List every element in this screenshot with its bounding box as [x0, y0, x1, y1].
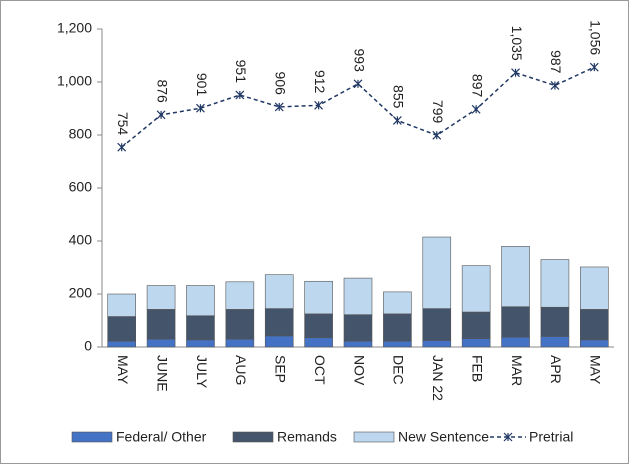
bar-segment — [186, 339, 215, 348]
x-tick-label: MAR — [509, 355, 525, 386]
data-label: 897 — [469, 74, 485, 98]
x-tick-label: JAN 22 — [430, 355, 446, 401]
bar-segment — [383, 291, 412, 315]
bar-segment — [383, 313, 412, 342]
bar-segment — [422, 340, 452, 348]
data-label: 1,056 — [588, 20, 604, 55]
y-tick-label: 400 — [69, 232, 93, 248]
bar-segment — [304, 313, 333, 339]
bar-segment — [146, 338, 176, 348]
bar-segment — [107, 293, 136, 317]
line-marker — [392, 116, 402, 125]
data-label: 951 — [233, 60, 249, 84]
y-tick-label: 1,000 — [57, 73, 92, 89]
bar-segment — [304, 337, 333, 348]
bar-segment — [186, 315, 215, 341]
y-tick-label: 800 — [69, 126, 93, 142]
data-label: 754 — [115, 112, 131, 136]
data-label: 987 — [548, 50, 564, 74]
bar-segment — [107, 340, 136, 348]
bar-segment — [304, 280, 333, 315]
bar-segment — [501, 336, 530, 348]
bar-segment — [501, 246, 530, 308]
legend-label: New Sentence — [398, 429, 489, 445]
legend-swatch — [232, 431, 274, 443]
legend-label: Pretrial — [529, 429, 573, 445]
bar-segment — [540, 306, 570, 337]
x-tick-label: DEC — [391, 355, 407, 385]
y-tick-label: 0 — [84, 338, 92, 354]
x-tick-label: MAY — [588, 355, 604, 385]
bar-segment — [461, 265, 491, 313]
line-marker — [117, 142, 127, 152]
bar-segment — [501, 306, 530, 338]
data-label: 1,035 — [509, 26, 525, 61]
legend-label: Federal/ Other — [116, 429, 207, 445]
bar-segment — [107, 316, 136, 342]
line-marker — [274, 102, 284, 112]
data-label: 855 — [391, 85, 407, 109]
x-tick-label: JUNE — [154, 355, 170, 392]
legend-swatch — [71, 431, 113, 443]
bar-segment — [146, 309, 176, 340]
y-tick-label: 200 — [69, 285, 93, 301]
bar-segment — [264, 308, 294, 337]
legend-label: Remands — [277, 429, 337, 445]
x-tick-label: APR — [548, 355, 564, 384]
bar-segment — [343, 314, 373, 342]
line-marker — [471, 104, 481, 114]
x-tick-label: NOV — [351, 355, 367, 386]
bar-segment — [540, 336, 570, 348]
y-tick-label: 600 — [69, 179, 93, 195]
bar-segment — [264, 335, 294, 348]
line-marker — [314, 100, 324, 110]
bar-segment — [422, 236, 452, 309]
x-tick-label: JULY — [194, 355, 210, 389]
line-marker — [156, 110, 166, 120]
x-tick-label: MAY — [115, 355, 131, 385]
bar-segment — [343, 277, 373, 315]
data-label: 876 — [154, 80, 170, 104]
bar-segment — [580, 309, 609, 341]
x-tick-label: OCT — [312, 355, 328, 385]
bar-segment — [461, 311, 491, 339]
x-tick-label: FEB — [469, 355, 485, 382]
bar-segment — [264, 274, 294, 309]
data-label: 901 — [194, 73, 210, 97]
data-label: 799 — [430, 100, 446, 124]
bar-segment — [461, 338, 491, 348]
bar-segment — [383, 340, 412, 348]
bar-segment — [225, 338, 255, 348]
bar-segment — [580, 266, 609, 310]
bar-segment — [225, 281, 255, 310]
x-tick-label: AUG — [233, 355, 249, 385]
line-marker — [353, 79, 363, 89]
data-label: 993 — [351, 48, 367, 72]
bar-segment — [225, 309, 255, 340]
line-marker — [550, 81, 560, 90]
line-marker — [196, 103, 205, 113]
line-marker — [432, 130, 442, 140]
line-marker — [235, 90, 245, 100]
bar-segment — [146, 285, 176, 310]
y-tick-label: 1,200 — [57, 20, 92, 36]
legend-swatch — [353, 431, 395, 443]
bar-segment — [540, 259, 570, 308]
data-label: 906 — [273, 72, 289, 96]
line-marker — [589, 62, 599, 72]
line-marker — [511, 68, 520, 78]
bar-segment — [186, 285, 215, 317]
legend-marker — [503, 432, 513, 442]
bar-segment — [343, 340, 373, 348]
x-tick-label: SEP — [273, 355, 289, 383]
bar-segment — [422, 308, 452, 341]
bar-segment — [580, 339, 609, 348]
data-label: 912 — [312, 70, 328, 94]
